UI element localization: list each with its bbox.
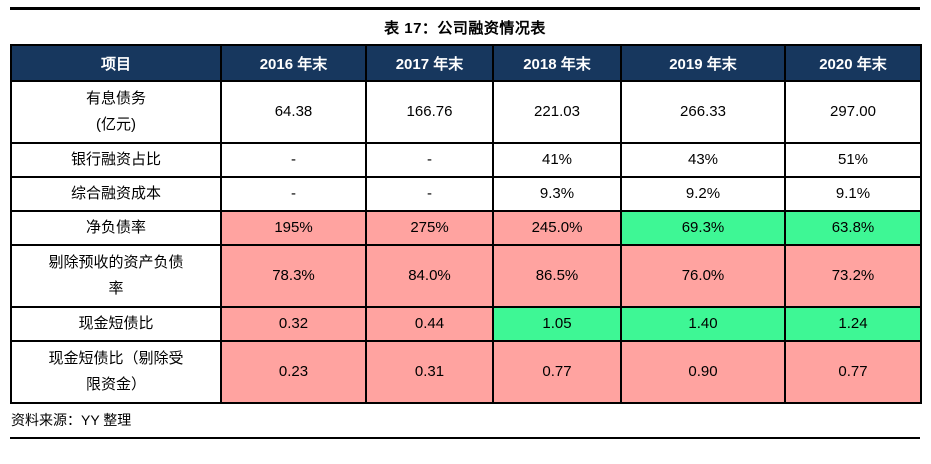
cell: 0.77 xyxy=(492,340,622,404)
bottom-rule xyxy=(10,437,920,439)
company-financing-table: 项目 2016 年末 2017 年末 2018 年末 2019 年末 2020 … xyxy=(10,44,922,404)
col-header-2017: 2017 年末 xyxy=(365,44,494,82)
cell: 245.0% xyxy=(492,210,622,246)
cell: 9.2% xyxy=(620,176,786,212)
cell: 78.3% xyxy=(220,244,367,308)
cell: - xyxy=(365,142,494,178)
table-row-interest-bearing-debt: 有息债务 (亿元) 64.38 166.76 221.03 266.33 297… xyxy=(10,80,922,144)
cell: 0.23 xyxy=(220,340,367,404)
report-page: 表 17：公司融资情况表 项目 2016 年末 2017 年末 2018 年末 … xyxy=(0,7,931,439)
cell: 1.24 xyxy=(784,306,922,342)
row-label: 银行融资占比 xyxy=(10,142,222,178)
row-label: 综合融资成本 xyxy=(10,176,222,212)
cell: 275% xyxy=(365,210,494,246)
cell: 195% xyxy=(220,210,367,246)
cell: 1.40 xyxy=(620,306,786,342)
table-row-asset-liability-ratio-excl-presales: 剔除预收的资产负债 率 78.3% 84.0% 86.5% 76.0% 73.2… xyxy=(10,244,922,308)
table-row-net-debt-ratio: 净负债率 195% 275% 245.0% 69.3% 63.8% xyxy=(10,210,922,246)
col-header-item: 项目 xyxy=(10,44,222,82)
table-row-cash-short-debt-ratio-excl-restricted: 现金短债比（剔除受 限资金） 0.23 0.31 0.77 0.90 0.77 xyxy=(10,340,922,404)
row-label: 现金短债比 xyxy=(10,306,222,342)
table-row-cash-short-debt-ratio: 现金短债比 0.32 0.44 1.05 1.40 1.24 xyxy=(10,306,922,342)
table-row-comprehensive-financing-cost: 综合融资成本 - - 9.3% 9.2% 9.1% xyxy=(10,176,922,212)
cell: 76.0% xyxy=(620,244,786,308)
cell: 41% xyxy=(492,142,622,178)
row-label: 净负债率 xyxy=(10,210,222,246)
cell: 86.5% xyxy=(492,244,622,308)
col-header-2020: 2020 年末 xyxy=(784,44,922,82)
cell: 0.32 xyxy=(220,306,367,342)
col-header-2016: 2016 年末 xyxy=(220,44,367,82)
cell: - xyxy=(365,176,494,212)
table-title: 表 17：公司融资情况表 xyxy=(384,20,546,37)
cell: 51% xyxy=(784,142,922,178)
cell: 297.00 xyxy=(784,80,922,144)
cell: 9.3% xyxy=(492,176,622,212)
cell: 0.31 xyxy=(365,340,494,404)
cell: 64.38 xyxy=(220,80,367,144)
cell: 69.3% xyxy=(620,210,786,246)
cell: 221.03 xyxy=(492,80,622,144)
top-rule xyxy=(10,7,920,10)
col-header-2018: 2018 年末 xyxy=(492,44,622,82)
header-row: 项目 2016 年末 2017 年末 2018 年末 2019 年末 2020 … xyxy=(10,44,922,82)
cell: 266.33 xyxy=(620,80,786,144)
table-row-bank-financing-ratio: 银行融资占比 - - 41% 43% 51% xyxy=(10,142,922,178)
row-label: 有息债务 (亿元) xyxy=(10,80,222,144)
cell: 0.77 xyxy=(784,340,922,404)
cell: - xyxy=(220,142,367,178)
row-label: 剔除预收的资产负债 率 xyxy=(10,244,222,308)
cell: 166.76 xyxy=(365,80,494,144)
row-label: 现金短债比（剔除受 限资金） xyxy=(10,340,222,404)
cell: 0.44 xyxy=(365,306,494,342)
col-header-2019: 2019 年末 xyxy=(620,44,786,82)
cell: - xyxy=(220,176,367,212)
cell: 1.05 xyxy=(492,306,622,342)
table-body: 有息债务 (亿元) 64.38 166.76 221.03 266.33 297… xyxy=(10,80,922,404)
cell: 43% xyxy=(620,142,786,178)
table-header: 项目 2016 年末 2017 年末 2018 年末 2019 年末 2020 … xyxy=(10,44,922,82)
cell: 73.2% xyxy=(784,244,922,308)
cell: 0.90 xyxy=(620,340,786,404)
source-note: 资料来源：YY 整理 xyxy=(11,412,132,428)
cell: 63.8% xyxy=(784,210,922,246)
cell: 9.1% xyxy=(784,176,922,212)
cell: 84.0% xyxy=(365,244,494,308)
